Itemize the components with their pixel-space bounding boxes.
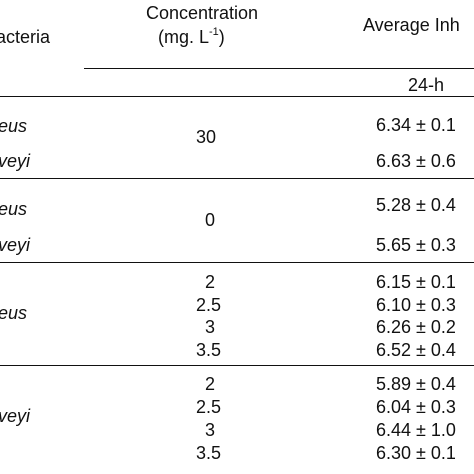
bacteria-label: veyi — [0, 151, 31, 171]
value-cell: 6.44 ± 1.0 — [376, 420, 456, 440]
value-cell: 6.26 ± 0.2 — [376, 317, 456, 337]
header-average-inhibition: Average Inh — [363, 15, 460, 35]
header-bacteria: acteria — [0, 27, 51, 47]
concentration-cell: 3 — [205, 420, 216, 440]
concentration-cell: 2.5 — [196, 397, 222, 417]
unit-exponent: -1 — [209, 26, 219, 38]
section-rule-top — [0, 96, 474, 97]
value-cell: 6.15 ± 0.1 — [376, 272, 456, 292]
bacteria-label: veyi — [0, 406, 31, 426]
concentration-cell: 2 — [205, 272, 216, 292]
header-rule — [84, 68, 474, 69]
bacteria-label: eus — [0, 199, 28, 219]
bacteria-label: veyi — [0, 235, 31, 255]
concentration-cell: 30 — [196, 127, 217, 147]
value-cell: 6.34 ± 0.1 — [376, 115, 456, 135]
bacteria-label: eus — [0, 116, 28, 136]
bacteria-label: eus — [0, 303, 28, 323]
section-rule — [0, 178, 474, 179]
concentration-cell: 3.5 — [196, 340, 222, 360]
concentration-cell: 2.5 — [196, 295, 222, 315]
header-concentration-unit: (mg. L-1) — [158, 26, 225, 47]
section-rule — [0, 365, 474, 366]
header-24h: 24-h — [408, 75, 445, 95]
concentration-cell: 3 — [205, 317, 216, 337]
concentration-cell: 3.5 — [196, 443, 222, 463]
value-cell: 5.89 ± 0.4 — [376, 374, 456, 394]
value-cell: 6.63 ± 0.6 — [376, 151, 456, 171]
concentration-cell: 2 — [205, 374, 216, 394]
value-cell: 5.65 ± 0.3 — [376, 235, 456, 255]
header-concentration: Concentration — [146, 3, 259, 23]
value-cell: 6.52 ± 0.4 — [376, 340, 456, 360]
value-cell: 6.30 ± 0.1 — [376, 443, 456, 463]
value-cell: 5.28 ± 0.4 — [376, 195, 456, 215]
value-cell: 6.04 ± 0.3 — [376, 397, 456, 417]
value-cell: 6.10 ± 0.3 — [376, 295, 456, 315]
section-rule — [0, 262, 474, 263]
concentration-cell: 0 — [205, 210, 216, 230]
